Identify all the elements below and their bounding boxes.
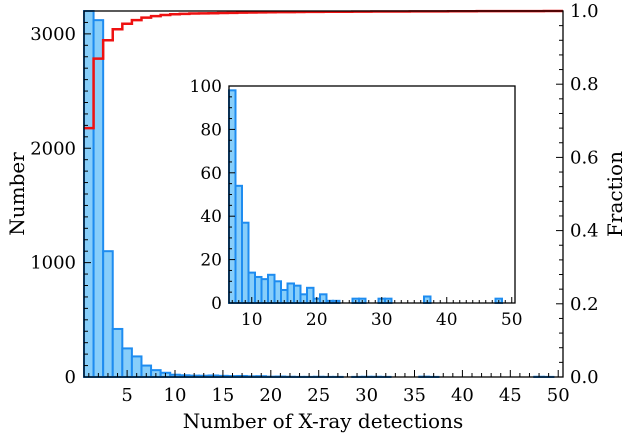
x-tick-label: 25 — [307, 385, 330, 406]
x-tick-label: 10 — [164, 385, 187, 406]
inset-y-tick-label: 40 — [200, 207, 222, 227]
y2-tick-label: 0.0 — [570, 367, 599, 388]
inset-axes: 10 20 30 40 50 0 20 40 60 80 100 — [190, 77, 523, 330]
x-tick-label: 50 — [547, 385, 570, 406]
x-tick-label: 15 — [211, 385, 234, 406]
y2-axis-label: Fraction — [603, 151, 625, 237]
inset-y-tick-label: 0 — [211, 294, 222, 314]
inset-y-tick-label: 100 — [190, 77, 222, 97]
x-tick-label: 40 — [451, 385, 474, 406]
y2-tick-label: 0.2 — [570, 294, 599, 315]
histogram-bar — [92, 19, 105, 379]
histogram-bar — [102, 250, 114, 378]
y2-tick-label: 1.0 — [570, 1, 599, 22]
x-tick-label: 45 — [499, 385, 522, 406]
y-tick-label: 0 — [65, 367, 76, 388]
x-tick-label: 35 — [403, 385, 426, 406]
histogram-bar — [111, 327, 124, 378]
y-tick-label: 2000 — [30, 138, 76, 159]
x-tick-label: 5 — [121, 385, 132, 406]
inset-y-tick-label: 80 — [200, 120, 222, 140]
y-tick-label: 3000 — [30, 24, 76, 45]
inset-x-tick-label: 50 — [501, 310, 523, 330]
x-tick-label: 30 — [355, 385, 378, 406]
inset-y-tick-label: 60 — [200, 164, 222, 184]
inset-x-tick-label: 20 — [306, 310, 328, 330]
y2-tick-label: 0.6 — [570, 147, 599, 168]
y2-tick-label: 0.8 — [570, 74, 599, 95]
inset-y-tick-label: 20 — [200, 251, 222, 271]
x-axis-label: Number of X-ray detections — [183, 409, 463, 433]
y-axis-label: Number — [5, 152, 29, 236]
inset-background — [229, 86, 515, 303]
inset-x-tick-label: 40 — [436, 310, 458, 330]
x-tick-label: 20 — [259, 385, 282, 406]
inset-x-tick-label: 30 — [371, 310, 393, 330]
y-tick-label: 1000 — [30, 253, 76, 274]
main-axes: 5 10 15 20 25 30 35 40 45 5001000200030000.00.20.… — [30, 1, 598, 406]
y2-tick-label: 0.4 — [570, 221, 599, 242]
inset-x-tick-label: 10 — [241, 310, 263, 330]
inset-chart: 10 20 30 40 50 0 20 40 60 80 100 — [190, 77, 523, 330]
